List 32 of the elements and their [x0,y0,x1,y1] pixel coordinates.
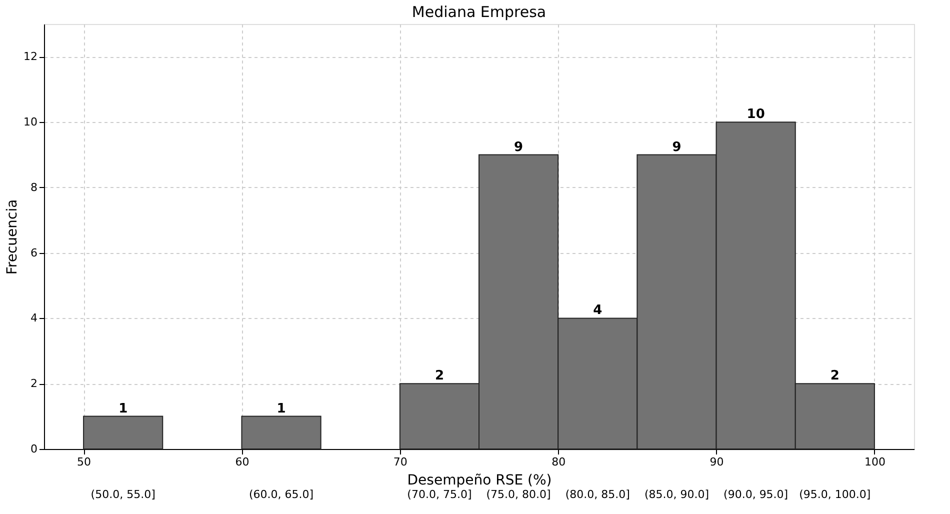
data-label: 4 [593,303,602,318]
x-tick-label: 100 [864,456,886,468]
text: (60.0, 65.0] [248,488,314,501]
text: (50.0, 55.0] [90,488,156,501]
y-tick-label: 8 [30,180,38,194]
x-tick-label: 80 [552,456,566,468]
x-axis-title: Desempeño RSE (%) [407,472,552,488]
text: (70.0, 75.0] [407,488,472,501]
data-label: 1 [276,401,286,416]
data-label: 10 [746,107,765,122]
text: (95.0, 100.0] [799,488,871,501]
data-label: 2 [434,368,444,384]
data-label: 1 [118,401,128,416]
text: (85.0, 90.0] [644,488,710,501]
text: (90.0, 95.0] [724,488,788,501]
y-tick-label: 6 [30,246,38,260]
text: (75.0, 80.0] [486,488,551,501]
y-tick-label: 4 [30,312,38,325]
chart-title: Mediana Empresa [412,3,546,21]
data-label: 9 [672,140,682,155]
y-tick-label: 0 [30,442,38,456]
y-axis-title: Frecuencia [4,199,21,275]
text: (80.0, 85.0] [565,488,630,501]
data-label: 9 [514,140,524,155]
data-label: 2 [830,368,840,384]
x-tick-label: 90 [710,456,724,468]
x-tick-label: 60 [235,456,250,468]
x-tick-label: 50 [77,456,92,468]
x-tick-label: 70 [393,456,408,468]
y-tick-label: 2 [30,377,38,390]
y-tick-label: 12 [24,50,38,64]
y-tick-label: 10 [24,116,38,129]
